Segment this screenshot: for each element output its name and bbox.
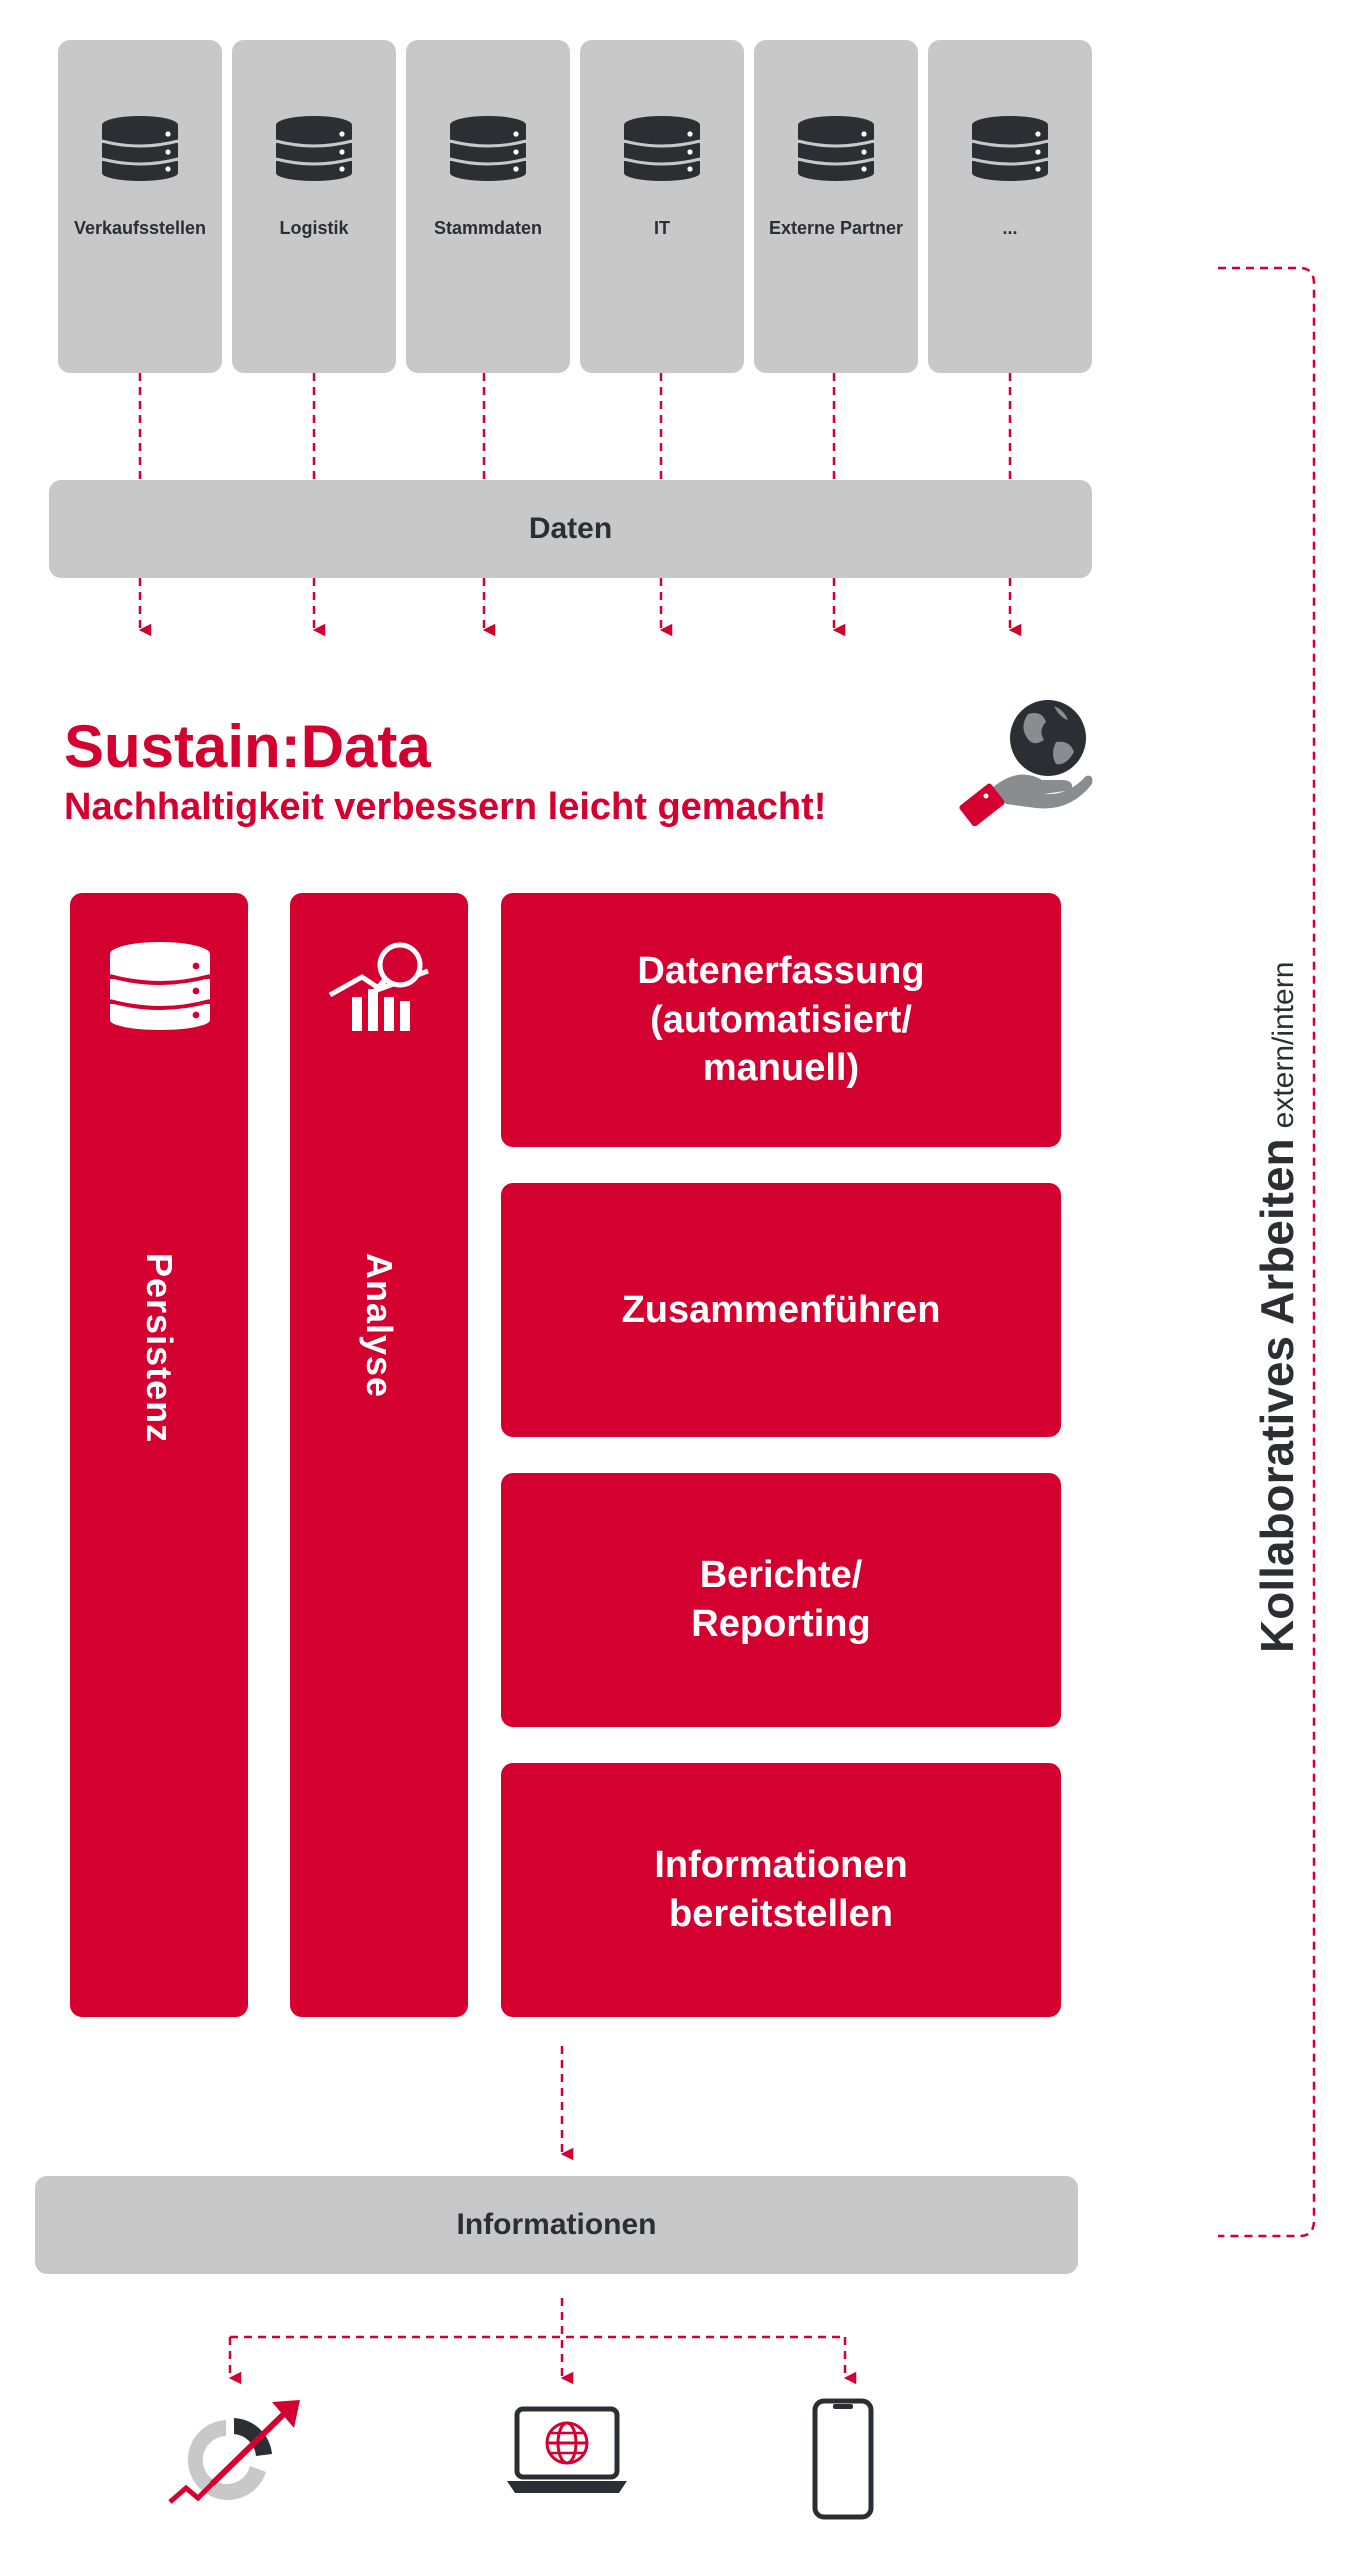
- function-zusammenfuehren: Zusammenführen: [501, 1183, 1061, 1437]
- product-title: Sustain:Data: [64, 713, 431, 780]
- database-icon: [109, 942, 211, 1030]
- source-label: IT: [654, 218, 670, 238]
- source-label: Stammdaten: [433, 218, 543, 238]
- function-berichte-reporting: Berichte/ Reporting: [501, 1473, 1061, 1727]
- information-bar: Informationen: [35, 2176, 1078, 2274]
- laptop-web-icon: [507, 2406, 627, 2493]
- database-icon: [623, 116, 701, 181]
- database-icon: [101, 116, 179, 181]
- source-label: Logistik: [279, 218, 349, 238]
- globe-in-hand-icon: [959, 700, 1093, 826]
- source-card-logistik: Logistik: [232, 40, 396, 373]
- pillar-analyse: Analyse: [290, 893, 468, 2017]
- database-icon: [797, 116, 875, 181]
- source-card-verkaufsstellen: Verkaufsstellen: [58, 40, 222, 373]
- pillar-persistenz: Persistenz: [70, 893, 248, 2017]
- data-bar: Daten: [49, 480, 1092, 578]
- dashboard-trend-icon: [168, 2400, 300, 2504]
- source-card-externe-partner: Externe Partner: [754, 40, 918, 373]
- collaboration-main: Kollaboratives Arbeiten: [1251, 1138, 1303, 1653]
- database-icon: [971, 116, 1049, 181]
- source-label: ...: [1002, 218, 1018, 238]
- information-bar-label: Informationen: [456, 2208, 657, 2241]
- source-label: Externe Partner: [768, 218, 904, 238]
- source-card-stammdaten: Stammdaten: [406, 40, 570, 373]
- function-datenerfassung: Datenerfassung (automatisiert/ manuell): [501, 893, 1061, 1147]
- source-card-it: IT: [580, 40, 744, 373]
- collaboration-sub: extern/intern: [1267, 961, 1300, 1129]
- pillar-label: Analyse: [359, 1253, 400, 1399]
- database-icon: [275, 116, 353, 181]
- product-subtitle: Nachhaltigkeit verbessern leicht gemacht…: [64, 786, 827, 828]
- pillar-label: Persistenz: [139, 1253, 180, 1444]
- data-bar-label: Daten: [528, 512, 613, 545]
- smartphone-icon: [812, 2398, 874, 2520]
- source-card-more: ...: [928, 40, 1092, 373]
- function-informationen-bereitstellen: Informationen bereitstellen: [501, 1763, 1061, 2017]
- database-icon: [449, 116, 527, 181]
- source-label: Verkaufsstellen: [73, 218, 207, 238]
- analytics-chart-icon: [328, 942, 429, 1031]
